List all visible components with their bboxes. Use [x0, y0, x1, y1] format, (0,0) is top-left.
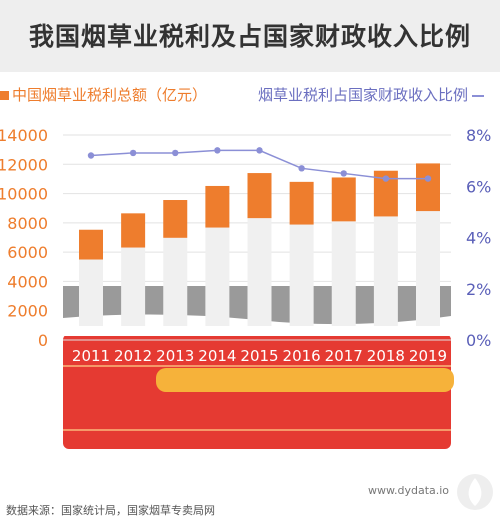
bar-value — [416, 163, 440, 212]
year-labels: 2011 2012 2013 2014 2015 2016 2017 2018 2019 — [72, 347, 493, 510]
category-label: 2017 — [325, 347, 363, 365]
title-bar: 我国烟草业税利及占国家财政收入比例 — [0, 0, 500, 72]
category-label: 2018 — [367, 347, 405, 365]
ratio-line — [87, 147, 432, 182]
category-label: 2015 — [240, 347, 278, 365]
legend-ratio-label: 烟草业税利占国家财政收入比例 — [258, 86, 469, 104]
bar-value — [289, 181, 314, 225]
site-url: www.dydata.io — [368, 484, 450, 497]
category-label: 2011 — [72, 347, 110, 365]
chart-title: 我国烟草业税利及占国家财政收入比例 — [28, 22, 471, 51]
bar-body — [289, 224, 314, 326]
left-tick-label: 0 — [38, 331, 48, 350]
ratio-point — [172, 149, 179, 157]
category-label: 2012 — [114, 347, 152, 365]
bar-value — [205, 185, 230, 228]
category-label: 2016 — [283, 347, 321, 365]
bar-value — [247, 173, 272, 219]
right-tick-label: 8% — [466, 126, 491, 145]
ratio-point — [87, 152, 95, 159]
legend-tax-swatch — [0, 91, 9, 100]
year-band — [63, 334, 454, 449]
bar-body — [121, 247, 146, 326]
bar-body — [247, 218, 272, 326]
bar-value — [121, 213, 146, 248]
bar-body — [79, 259, 103, 326]
left-tick-label: 6000 — [7, 243, 48, 262]
bar-value — [331, 177, 356, 222]
left-tick-label: 8000 — [7, 214, 48, 233]
bar-body — [205, 227, 230, 326]
legend-tax: 中国烟草业税利总额（亿元） — [0, 86, 207, 104]
bar-body — [163, 237, 188, 326]
ratio-point — [340, 170, 347, 177]
bar-body — [331, 221, 356, 326]
left-tick-label: 2000 — [7, 302, 48, 321]
bar-body — [373, 216, 398, 326]
right-tick-label: 6% — [466, 177, 491, 196]
bar-value — [79, 229, 103, 260]
bar-body — [416, 211, 440, 326]
left-tick-label: 4000 — [7, 272, 48, 291]
category-label: 2014 — [198, 347, 236, 365]
year-band-highlight — [156, 368, 454, 392]
left-tick-label: 14000 — [0, 126, 48, 145]
axes: 0 2000 4000 6000 8000 10000 12000 14000 0% 2% 4% 6%… — [0, 126, 491, 350]
category-label: 2019 — [409, 347, 447, 365]
ratio-point — [382, 175, 390, 182]
logo-leaf-icon — [468, 478, 482, 506]
bars — [79, 163, 440, 326]
ratio-point — [424, 175, 432, 182]
ratio-point — [214, 147, 221, 154]
legend-tax-label: 中国烟草业税利总额（亿元） — [12, 86, 208, 104]
bar-value — [163, 200, 188, 238]
right-tick-label: 4% — [466, 229, 491, 248]
legend-ratio-swatch — [472, 94, 485, 97]
right-tick-label: 0% — [466, 331, 491, 350]
left-tick-label: 12000 — [0, 155, 48, 174]
category-label: 2013 — [156, 347, 194, 365]
legend-ratio: 烟草业税利占国家财政收入比例 — [258, 86, 485, 104]
left-tick-label: 10000 — [0, 185, 48, 204]
ratio-point — [129, 149, 137, 157]
ratio-point — [298, 165, 305, 172]
right-tick-label: 2% — [466, 280, 491, 299]
source-note: 数据来源：国家统计局，国家烟草专卖局网 — [6, 504, 215, 517]
ratio-point — [256, 147, 263, 154]
